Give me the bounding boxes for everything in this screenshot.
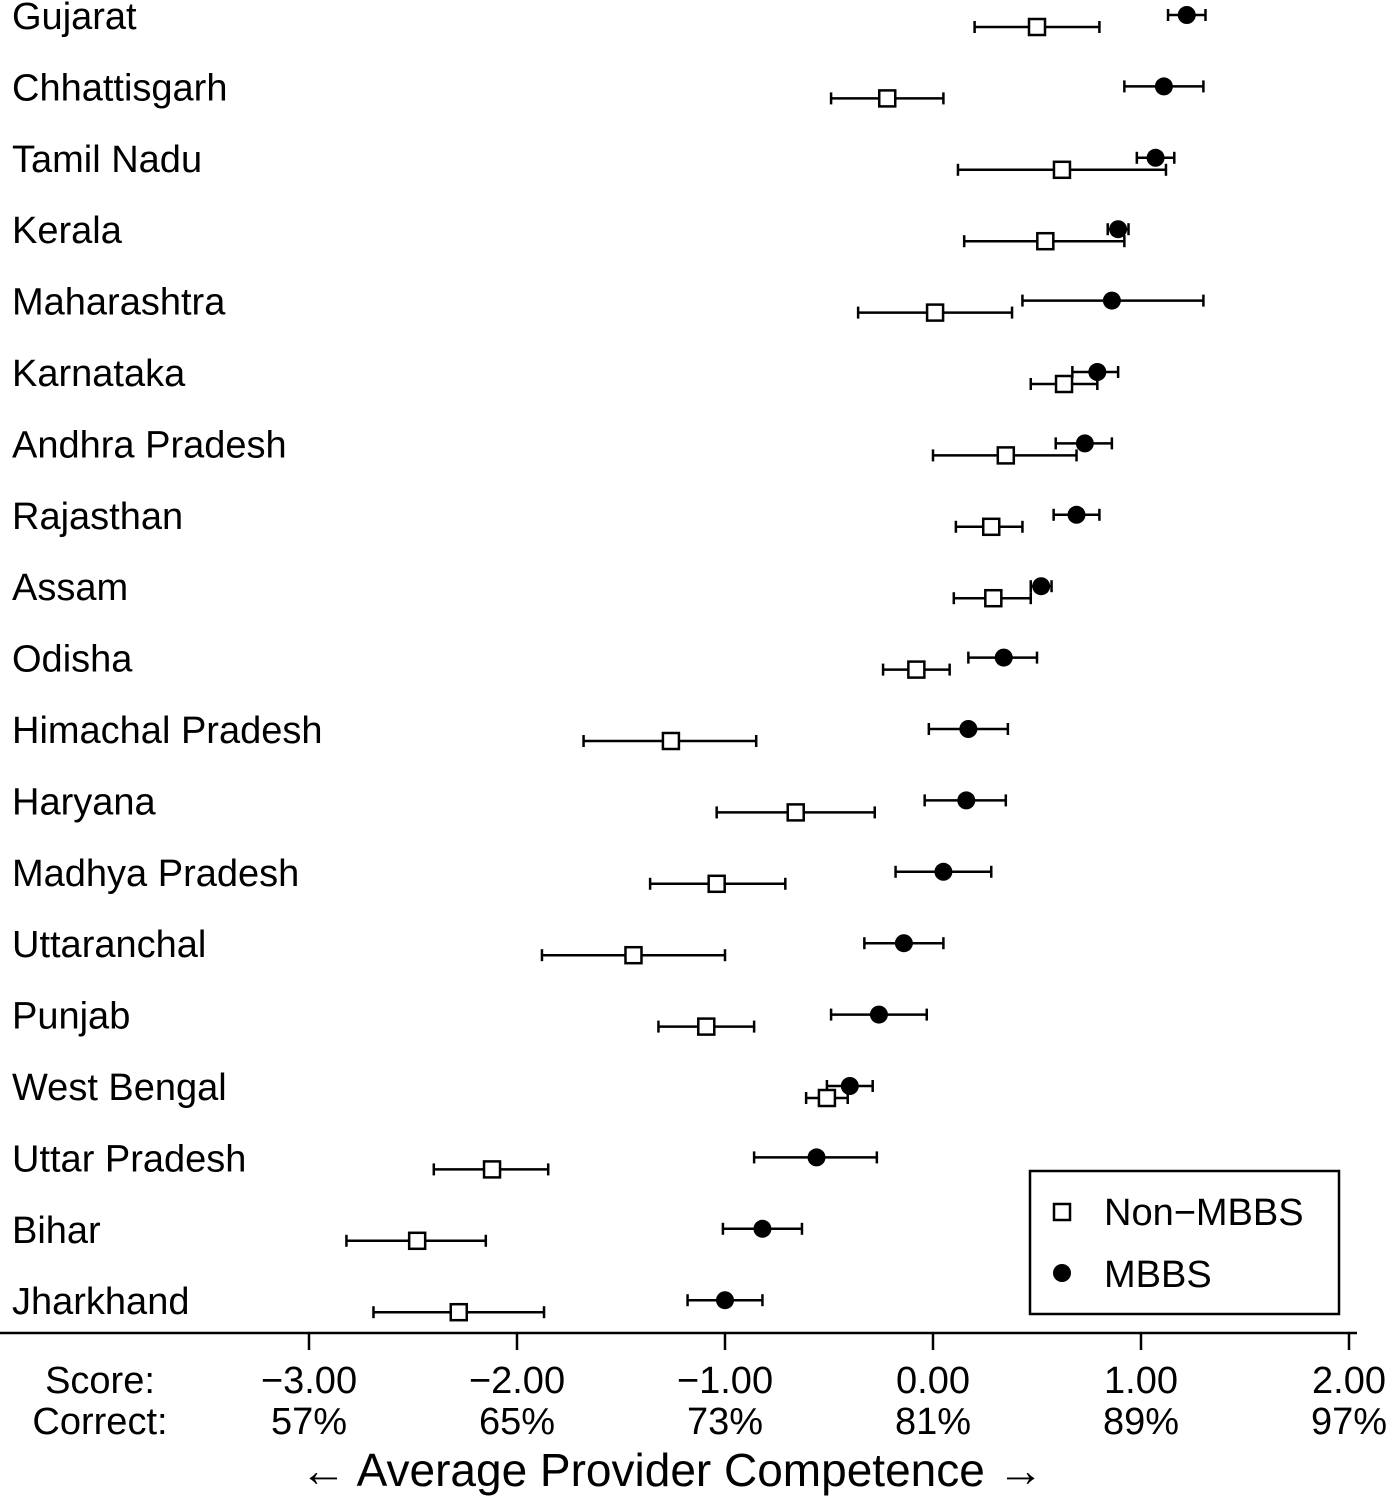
state-label-gujarat: Gujarat	[12, 0, 137, 38]
state-label-haryana: Haryana	[12, 781, 156, 823]
legend: Non−MBBS MBBS	[1028, 1169, 1341, 1316]
non-mbbs-point-madhya-pradesh	[707, 874, 726, 894]
state-label-jharkhand: Jharkhand	[12, 1281, 189, 1323]
non-mbbs-point-andhra-pradesh	[996, 446, 1016, 465]
state-label-uttar-pradesh: Uttar Pradesh	[12, 1138, 246, 1180]
x-axis-title: ← Average Provider Competence →	[300, 1444, 1043, 1496]
mbbs-point-gujarat	[1177, 6, 1196, 24]
legend-non-mbbs-label: Non−MBBS	[1104, 1192, 1304, 1234]
state-label-maharashtra: Maharashtra	[12, 282, 226, 324]
mbbs-point-punjab	[869, 1005, 888, 1024]
state-label-bihar: Bihar	[12, 1210, 101, 1252]
state-label-chhattisgarh: Chhattisgarh	[12, 67, 227, 109]
non-mbbs-point-kerala	[1036, 231, 1055, 251]
mbbs-point-uttar-pradesh	[807, 1148, 826, 1167]
legend-mbbs-marker	[1053, 1264, 1071, 1282]
legend-non-mbbs-marker	[1052, 1202, 1072, 1222]
non-mbbs-point-haryana	[786, 803, 805, 822]
state-label-andhra-pradesh: Andhra Pradesh	[12, 424, 287, 466]
non-mbbs-point-uttar-pradesh	[482, 1160, 502, 1179]
non-mbbs-point-uttaranchal	[624, 945, 643, 965]
x-tick-correct-57: 57%	[271, 1401, 347, 1443]
state-labels: Gujarat Chhattisgarh Tamil Nadu Kerala Mahar…	[12, 0, 322, 1323]
non-mbbs-point-gujarat	[1027, 17, 1047, 37]
mbbs-point-maharashtra	[1102, 291, 1121, 310]
state-label-madhya-pradesh: Madhya Pradesh	[12, 853, 299, 895]
mbbs-point-jharkhand	[716, 1291, 734, 1310]
state-label-rajasthan: Rajasthan	[12, 496, 183, 538]
x-tick-score-81: 0.00	[896, 1360, 970, 1402]
non-mbbs-point-punjab	[697, 1017, 716, 1036]
score-row-label: Score:	[45, 1360, 155, 1402]
x-tick-correct-73: 73%	[687, 1401, 763, 1443]
non-mbbs-point-west-bengal	[817, 1088, 837, 1108]
mbbs-point-andhra-pradesh	[1075, 434, 1094, 453]
non-mbbs-point-chhattisgarh	[877, 89, 897, 108]
mbbs-point-kerala	[1109, 220, 1128, 239]
x-tick-correct-65: 65%	[479, 1401, 555, 1443]
non-mbbs-point-assam	[984, 588, 1003, 608]
data-markers	[407, 6, 1196, 1322]
mbbs-point-karnataka	[1088, 363, 1107, 381]
non-mbbs-point-himachal-pradesh	[661, 731, 681, 751]
state-label-uttaranchal: Uttaranchal	[12, 924, 206, 966]
x-tick-score-65: −2.00	[469, 1360, 565, 1402]
mbbs-point-chhattisgarh	[1154, 77, 1173, 96]
state-label-west-bengal: West Bengal	[12, 1067, 227, 1109]
state-label-odisha: Odisha	[12, 639, 133, 681]
state-label-punjab: Punjab	[12, 996, 130, 1038]
non-mbbs-point-tamil-nadu	[1052, 160, 1072, 180]
non-mbbs-point-rajasthan	[981, 517, 1001, 537]
mbbs-point-west-bengal	[840, 1077, 859, 1095]
mbbs-point-haryana	[957, 791, 976, 810]
non-mbbs-point-maharashtra	[925, 303, 945, 322]
x-tick-score-97: 2.00	[1312, 1360, 1386, 1402]
x-tick-score-73: −1.00	[677, 1360, 773, 1402]
state-label-tamil-nadu: Tamil Nadu	[12, 139, 202, 181]
legend-box	[1028, 1169, 1341, 1316]
correct-row-label: Correct:	[32, 1401, 167, 1443]
x-tick-correct-97: 97%	[1311, 1401, 1387, 1443]
mbbs-point-odisha	[994, 648, 1013, 667]
state-label-himachal-pradesh: Himachal Pradesh	[12, 710, 322, 752]
non-mbbs-point-odisha	[907, 660, 926, 679]
state-label-kerala: Kerala	[12, 210, 123, 252]
x-axis: Score: Correct: ← Average Provider Compe…	[0, 1331, 1357, 1496]
non-mbbs-point-karnataka	[1054, 374, 1074, 394]
mbbs-point-bihar	[753, 1219, 772, 1238]
non-mbbs-point-jharkhand	[449, 1302, 469, 1322]
mbbs-point-uttaranchal	[894, 934, 913, 953]
x-tick-correct-81: 81%	[895, 1401, 971, 1443]
state-label-assam: Assam	[12, 567, 128, 609]
mbbs-point-madhya-pradesh	[934, 862, 953, 881]
state-label-karnataka: Karnataka	[12, 353, 186, 395]
x-tick-correct-89: 89%	[1103, 1401, 1179, 1443]
mbbs-point-rajasthan	[1067, 505, 1086, 524]
error-bars	[345, 9, 1207, 1319]
non-mbbs-point-bihar	[407, 1231, 427, 1251]
x-tick-score-57: −3.00	[261, 1360, 357, 1402]
mbbs-point-assam	[1032, 577, 1051, 596]
x-tick-score-89: 1.00	[1104, 1360, 1178, 1402]
mbbs-point-himachal-pradesh	[959, 720, 978, 738]
legend-mbbs-label: MBBS	[1104, 1254, 1212, 1296]
mbbs-point-tamil-nadu	[1146, 148, 1165, 167]
